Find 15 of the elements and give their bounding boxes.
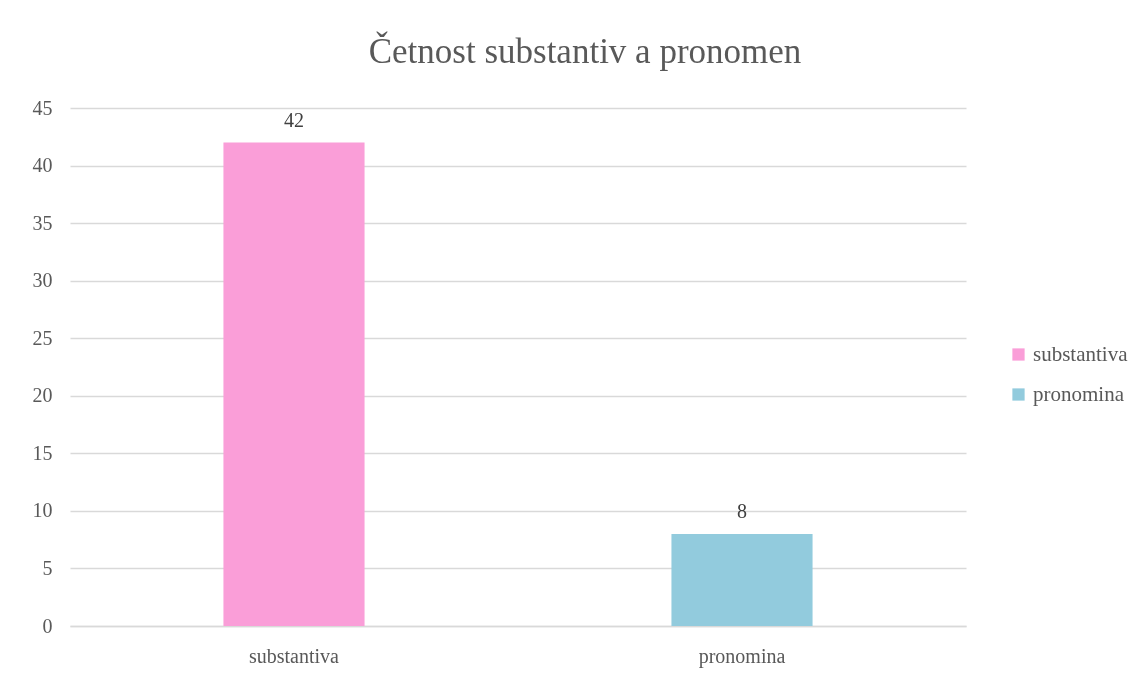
legend-label: substantiva: [1033, 341, 1129, 366]
y-tick-label: 35: [32, 211, 53, 234]
data-label: 42: [284, 108, 304, 131]
data-label: 8: [737, 499, 747, 522]
y-tick-label: 10: [32, 499, 53, 522]
chart-title: Četnost substantiv a pronomen: [368, 31, 802, 71]
y-tick-label: 15: [32, 441, 53, 464]
y-tick-label: 25: [32, 326, 53, 349]
legend-label: pronomina: [1033, 381, 1125, 406]
y-tick-label: 20: [32, 384, 53, 407]
y-tick-label: 5: [42, 556, 53, 579]
y-tick-label: 40: [32, 154, 53, 177]
y-tick-label: 30: [32, 269, 53, 292]
y-tick-label: 45: [32, 96, 53, 119]
y-tick-label: 0: [42, 614, 53, 637]
